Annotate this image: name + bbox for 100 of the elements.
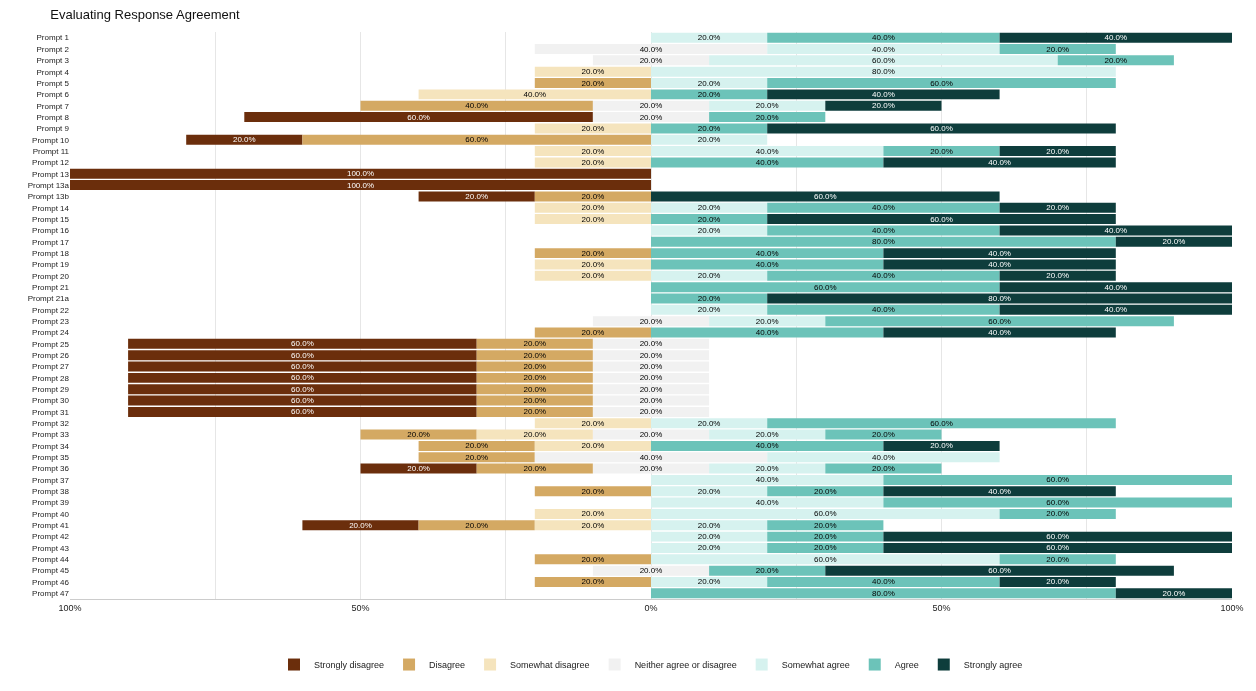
data-label: 40.0% (639, 44, 663, 54)
data-label: 20.0% (407, 430, 430, 440)
data-label: 20.0% (407, 464, 430, 474)
data-label: 20.0% (639, 112, 663, 122)
data-label: 60.0% (813, 509, 837, 519)
y-tick-label: Prompt 22 (32, 305, 70, 315)
data-label: 60.0% (1046, 475, 1070, 485)
data-label: 20.0% (639, 464, 663, 474)
data-label: 40.0% (755, 498, 779, 508)
data-label: 20.0% (697, 305, 721, 315)
data-label: 60.0% (930, 78, 953, 88)
data-label: 20.0% (523, 396, 547, 406)
data-label: 20.0% (639, 350, 663, 360)
bar (244, 112, 593, 123)
data-label: 20.0% (581, 577, 605, 587)
bar (476, 463, 593, 474)
data-label: 20.0% (639, 101, 663, 111)
y-tick-label: Prompt 13a (27, 180, 70, 190)
data-label: 40.0% (755, 328, 779, 338)
data-label: 20.0% (639, 430, 663, 440)
data-label: 40.0% (988, 328, 1011, 338)
data-label: 80.0% (872, 237, 895, 247)
chart-title: Evaluating Response Agreement (50, 7, 240, 23)
data-label: 20.0% (581, 146, 605, 156)
data-label: 20.0% (697, 543, 721, 553)
y-tick-label: Prompt 3 (36, 56, 70, 66)
data-label: 20.0% (581, 157, 605, 167)
bar (651, 577, 768, 587)
data-label: 60.0% (291, 362, 314, 372)
data-label: 20.0% (1046, 554, 1070, 564)
bar (767, 78, 1116, 89)
data-label: 100.0% (346, 180, 375, 190)
data-label: 20.0% (639, 384, 663, 394)
bar (825, 100, 942, 111)
y-tick-label: Prompt 1 (36, 33, 70, 43)
data-label: 60.0% (407, 112, 430, 122)
bar (418, 520, 535, 531)
y-tick-label: Prompt 26 (32, 350, 70, 360)
bar (651, 157, 884, 168)
data-label: 20.0% (1162, 237, 1186, 247)
data-label: 20.0% (813, 520, 837, 530)
data-label: 20.0% (465, 452, 489, 462)
data-label: 20.0% (1046, 271, 1070, 281)
data-label: 20.0% (581, 214, 605, 224)
data-label: 40.0% (872, 452, 895, 462)
data-label: 20.0% (581, 67, 605, 77)
data-label: 20.0% (581, 486, 605, 496)
data-label: 20.0% (523, 362, 547, 372)
data-label: 20.0% (581, 520, 605, 530)
bar (767, 418, 1116, 429)
data-label: 20.0% (813, 532, 837, 542)
bar (999, 32, 1232, 43)
data-label: 60.0% (291, 339, 314, 349)
data-label: 60.0% (1046, 543, 1070, 553)
data-label: 80.0% (872, 67, 895, 77)
data-label: 20.0% (1162, 588, 1186, 598)
bar (651, 270, 768, 281)
data-label: 20.0% (755, 112, 779, 122)
data-label: 20.0% (697, 520, 721, 530)
data-label: 20.0% (1046, 44, 1070, 54)
bar (651, 214, 768, 225)
data-label: 20.0% (581, 418, 605, 428)
y-tick-label: Prompt 5 (36, 78, 70, 88)
legend-label: Neither agree or disagree (634, 660, 737, 671)
y-tick-label: Prompt 13 (32, 169, 70, 179)
y-tick-label: Prompt 4 (36, 67, 70, 77)
data-label: 60.0% (465, 135, 489, 145)
data-label: 20.0% (523, 430, 547, 440)
bar (999, 554, 1116, 565)
data-label: 40.0% (872, 577, 895, 587)
bar (186, 134, 303, 145)
data-label: 20.0% (697, 89, 721, 99)
y-tick-label: Prompt 42 (32, 532, 70, 542)
legend-label: Somewhat agree (781, 660, 850, 671)
y-tick-label: Prompt 47 (32, 589, 70, 599)
bar (883, 146, 1000, 157)
y-tick-label: Prompt 41 (32, 521, 70, 531)
data-label: 20.0% (639, 396, 663, 406)
bar (302, 520, 419, 531)
data-label: 40.0% (639, 452, 663, 462)
data-label: 40.0% (988, 486, 1011, 496)
bar (767, 123, 1116, 134)
y-tick-label: Prompt 38 (32, 487, 70, 497)
data-label: 60.0% (1046, 532, 1070, 542)
data-label: 40.0% (755, 441, 779, 451)
data-label: 60.0% (930, 214, 953, 224)
data-label: 20.0% (349, 520, 372, 530)
x-tick-label: 50% (351, 602, 370, 613)
bar (1115, 588, 1232, 599)
data-label: 40.0% (988, 248, 1011, 258)
data-label: 20.0% (1046, 203, 1070, 213)
bar (709, 100, 826, 111)
data-label: 20.0% (755, 316, 779, 326)
bar (534, 418, 651, 429)
y-tick-label: Prompt 44 (32, 555, 70, 565)
data-label: 60.0% (813, 282, 837, 292)
bar (651, 89, 768, 100)
bar (534, 78, 651, 89)
data-label: 20.0% (639, 373, 663, 383)
bar (767, 89, 1000, 100)
